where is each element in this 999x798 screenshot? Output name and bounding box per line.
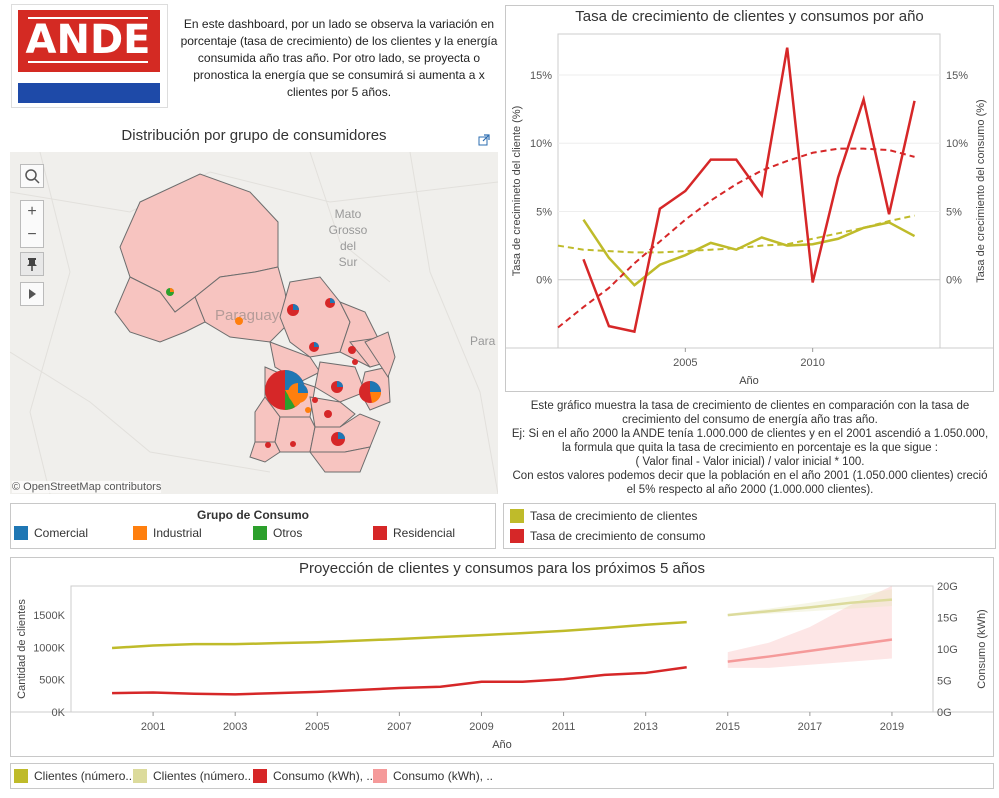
consumo-actual-line [112,666,687,696]
map-attribution[interactable]: © OpenStreetMap contributors [12,481,162,493]
y-tick-right: 10% [946,138,968,150]
forecast-panel: Proyección de clientes y consumos para l… [10,557,994,757]
svg-text:del: del [340,239,356,253]
y-axis-label-left: Tasa de crecimineto del cliente (%) [511,106,523,277]
growth-chart: 0% 0% 5% 5% 10% 10% 15% 15% 2005 2010 Año Tasa de c… [506,33,993,387]
pin-icon [27,258,37,271]
map-panel[interactable]: Paraguay Mato Grosso del Sur Para [10,152,498,494]
search-icon [25,169,40,184]
series-line-1 [582,47,916,334]
y-tick-right: 5G [937,676,952,688]
x-tick: 2001 [141,721,165,733]
map-zoom-in-button[interactable]: + [20,200,44,224]
legend-item-industrial[interactable]: Industrial [133,526,202,540]
y-tick-right: 20G [937,582,958,593]
map-pin-button[interactable] [20,252,44,276]
y-tick-left: 15% [530,70,552,82]
y-tick-right: 0G [937,707,952,719]
growth-chart-panel: Tasa de crecimiento de clientes y consum… [505,5,994,392]
clientes-forecast-band [727,589,892,616]
y-tick-right: 15G [937,613,958,625]
logo-red-box: ANDE [17,10,160,72]
legend-item-clientes-rate[interactable]: Tasa de crecimiento de clientes [510,509,697,523]
y-tick-left: 1000K [33,642,65,654]
svg-text:Mato: Mato [335,207,362,221]
clientes-forecast-line [727,598,893,617]
map-legend-title: Grupo de Consumo [197,508,309,522]
logo-inner-white: ANDE [17,17,159,63]
y-tick-left: 0% [536,275,552,287]
x-tick: 2005 [305,721,329,733]
play-icon [29,289,36,299]
y-tick-left: 5% [536,206,552,218]
legend-item-residencial[interactable]: Residencial [373,526,455,540]
map-play-button[interactable] [20,282,44,306]
forecast-legend: Clientes (número.. Clientes (número.. Co… [10,763,994,789]
legend-item-clientes-actual[interactable]: Clientes (número.. [14,769,132,783]
y-tick-left: 500K [39,675,65,687]
x-axis-label: Año [492,739,512,751]
logo-blue-bar [18,83,160,103]
x-tick: 2017 [798,721,822,733]
y-tick-left: 1500K [33,610,65,622]
consumo-forecast-line [727,638,893,663]
trend-line-1 [557,147,915,329]
y-tick-right: 15% [946,70,968,82]
x-axis-label: Año [739,375,759,387]
legend-label: Tasa de crecimiento de consumo [530,529,706,543]
forecast-title: Proyección de clientes y consumos para l… [298,560,706,577]
legend-item-otros[interactable]: Otros [253,526,302,540]
growth-description: Este gráfico muestra la tasa de crecimie… [511,400,989,496]
legend-item-consumo-actual[interactable]: Consumo (kWh), .. [253,769,373,783]
x-tick: 2011 [552,721,576,733]
y-tick-right: 10G [937,644,958,656]
y-tick-left: 0K [52,707,66,719]
svg-text:Para: Para [470,334,496,348]
legend-item-consumo-rate[interactable]: Tasa de crecimiento de consumo [510,529,705,543]
x-tick: 2005 [673,357,697,369]
forecast-chart: 0K 500K 1000K 1500K 0G 5G 10G 15G 20G 2001 2003 200… [11,582,993,751]
growth-chart-title: Tasa de crecimiento de clientes y consum… [575,8,924,25]
map-legend: Grupo de Consumo Comercial Industrial Ot… [10,503,496,549]
legend-item-comercial[interactable]: Comercial [14,526,88,540]
legend-swatch [510,509,524,523]
series-line-0 [582,218,916,287]
x-tick: 2015 [716,721,740,733]
svg-text:Sur: Sur [339,255,358,269]
legend-item-clientes-forecast[interactable]: Clientes (número.. [133,769,251,783]
y-tick-right: 5% [946,206,962,218]
map-label-country: Paraguay [215,307,280,324]
legend-label: Tasa de crecimiento de clientes [530,509,698,523]
x-tick: 2009 [469,721,493,733]
x-tick: 2010 [800,357,824,369]
svg-text:Grosso: Grosso [329,223,368,237]
intro-text: En este dashboard, por un lado se observ… [180,17,498,99]
growth-legend: Tasa de crecimiento de clientes Tasa de … [503,503,996,549]
y-axis-label-right: Tasa de crecimiento del consumo (%) [975,99,987,282]
logo-text: ANDE [17,19,159,61]
legend-item-consumo-forecast[interactable]: Consumo (kWh), .. [373,769,493,783]
plot-area [557,33,941,349]
consumo-forecast-band [727,586,892,668]
map-search-button[interactable] [20,164,44,188]
ande-logo: ANDE [11,4,168,108]
plot-area [70,585,934,713]
y-tick-right: 0% [946,275,962,287]
map-svg: Paraguay Mato Grosso del Sur Para [10,152,498,494]
map-zoom-out-button[interactable]: − [20,224,44,248]
x-tick: 2007 [387,721,411,733]
x-tick: 2003 [223,721,247,733]
y-axis-label-left: Cantidad de clientes [16,599,28,699]
x-tick: 2013 [633,721,657,733]
map-title: Distribución por grupo de consumidores [121,127,387,144]
clientes-actual-line [111,620,687,650]
popout-icon[interactable] [478,133,490,146]
x-tick: 2019 [880,721,904,733]
y-tick-left: 10% [530,138,552,150]
map-pies [166,288,382,448]
legend-swatch [510,529,524,543]
y-axis-label-right: Consumo (kWh) [976,609,988,688]
